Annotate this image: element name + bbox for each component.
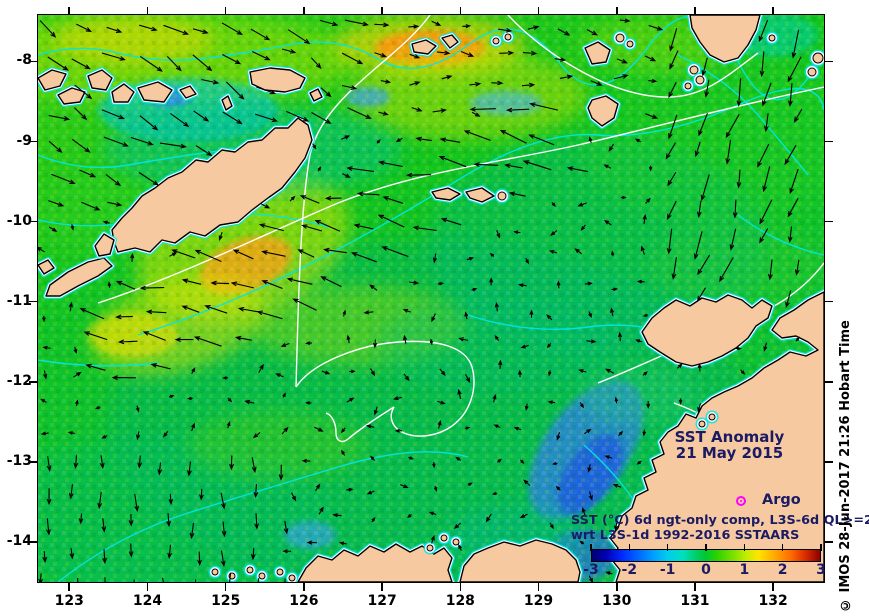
colorbar-tick-label: -2 [621,562,638,578]
argo-marker-dot [739,499,742,502]
colorbar-tick [743,544,746,551]
lat-tick-left [29,461,38,463]
lat-tick-left [29,140,38,143]
lon-tick-bottom [381,583,383,591]
lon-tick-bottom [459,583,462,591]
lon-tick-bottom [68,583,71,591]
lat-tick-left [29,220,38,223]
lon-tick-label: 125 [211,593,241,609]
lon-tick-bottom [694,583,696,591]
colorbar-tick [666,544,669,551]
lon-tick-bottom [537,583,540,591]
argo-label: Argo [762,492,801,508]
map-title-line1: SST Anomaly [674,428,785,446]
lat-tick-left [29,300,38,303]
lat-tick-right [824,300,833,303]
colorbar-tick-label: -3 [583,562,599,578]
lon-tick-bottom [772,583,774,591]
lat-tick-right [824,60,833,63]
sst-anomaly-map [38,15,824,582]
lat-tick-label: -8 [16,52,32,69]
lon-tick-top [537,7,540,15]
lon-tick-top [224,7,227,15]
lon-tick-label: 129 [523,593,554,609]
lon-tick-top [615,7,618,15]
colorbar-tick-label: 1 [739,562,750,578]
lon-tick-top [68,7,71,15]
lon-tick-bottom [303,583,305,591]
lat-tick-label: -14 [6,532,32,549]
lon-tick-label: 126 [289,593,319,609]
credit-text: © IMOS 28-Jun-2017 21:26 Hobart Time [838,320,853,612]
colorbar-tick [590,544,592,551]
lon-tick-top [459,7,462,15]
lat-tick-left [29,541,38,543]
lon-tick-label: 130 [602,593,632,609]
lat-tick-left [29,60,38,63]
lat-tick-left [29,380,38,383]
lon-tick-label: 132 [758,593,788,609]
map-date: 21 May 2015 [675,444,784,462]
lat-tick-label: -12 [6,372,32,389]
map-title: SST Anomaly 21 May 2015 [642,429,817,461]
lat-tick-label: -10 [6,212,32,229]
lon-tick-bottom [146,583,149,591]
lat-tick-right [824,541,833,543]
footnote-line2: wrt L3S-1d 1992-2016 SSTAARS [571,528,800,543]
lat-tick-label: -11 [6,292,32,309]
lon-tick-label: 124 [132,593,163,609]
current-vector-arrows [38,18,803,582]
lon-tick-bottom [615,583,618,591]
lon-tick-top [303,7,305,15]
lon-tick-label: 123 [54,593,84,609]
footnote-line1: SST (°C) 6d ngt-only comp, L3S-6d QL>=2 [571,513,869,528]
colorbar-tick-label: 2 [777,562,788,578]
lat-tick-right [824,140,833,143]
colorbar-tick [820,544,822,551]
lon-tick-label: 127 [367,593,397,609]
lat-tick-right [824,380,833,383]
lon-tick-top [772,7,774,15]
colorbar-tick-label: -1 [659,562,676,578]
argo-marker-icon [736,496,746,506]
lon-tick-top [694,7,696,15]
lat-tick-right [824,461,833,463]
product-footnote: SST (°C) 6d ngt-only comp, L3S-6d QL>=2 … [571,513,869,543]
lon-tick-top [381,7,383,15]
lat-tick-label: -9 [16,132,32,149]
lat-tick-right [824,220,833,223]
lat-tick-label: -13 [6,452,32,469]
colorbar-tick [628,544,631,551]
lon-tick-label: 131 [680,593,710,609]
lon-tick-label: 128 [445,593,475,609]
colorbar-tick-label: 0 [701,562,711,578]
lon-tick-top [146,7,149,15]
colorbar-tick [781,544,784,551]
colorbar-tick-label: 3 [816,562,826,578]
colorbar-tick [705,544,707,551]
lon-tick-bottom [224,583,227,591]
